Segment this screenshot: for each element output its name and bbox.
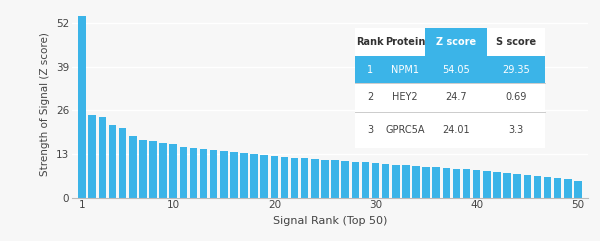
Bar	[331, 160, 339, 198]
Bar	[473, 170, 481, 198]
Bar	[139, 140, 146, 198]
Bar	[493, 173, 501, 198]
Bar	[260, 155, 268, 198]
Bar	[291, 158, 298, 198]
Bar	[271, 156, 278, 198]
Bar	[149, 141, 157, 198]
Bar	[98, 117, 106, 198]
Text: Protein: Protein	[385, 37, 425, 47]
Bar	[240, 153, 248, 198]
Bar	[544, 177, 551, 198]
Text: 0.69: 0.69	[505, 93, 527, 102]
Bar	[341, 161, 349, 198]
Bar	[463, 169, 470, 198]
Bar	[452, 169, 460, 198]
Bar	[220, 151, 227, 198]
Bar	[483, 171, 491, 198]
Bar	[250, 154, 258, 198]
Text: 1: 1	[367, 65, 373, 74]
Bar	[200, 149, 208, 198]
Bar	[443, 168, 450, 198]
Bar	[281, 157, 288, 198]
Text: 29.35: 29.35	[502, 65, 530, 74]
Bar	[169, 144, 177, 198]
Bar	[533, 176, 541, 198]
Bar	[564, 180, 572, 198]
Bar	[210, 150, 217, 198]
Text: NPM1: NPM1	[391, 65, 419, 74]
Text: GPRC5A: GPRC5A	[385, 125, 425, 135]
Bar	[190, 148, 197, 198]
Bar	[352, 162, 359, 198]
Bar	[392, 165, 400, 198]
Bar	[523, 175, 531, 198]
Bar	[119, 128, 127, 198]
Bar	[412, 166, 420, 198]
Bar	[402, 165, 410, 198]
Text: 24.7: 24.7	[445, 93, 467, 102]
Bar	[382, 164, 389, 198]
Text: 54.05: 54.05	[442, 65, 470, 74]
Text: S score: S score	[496, 37, 536, 47]
Bar	[129, 135, 137, 198]
Bar	[88, 115, 96, 198]
Bar	[362, 162, 369, 198]
Bar	[503, 174, 511, 198]
Bar	[311, 159, 319, 198]
X-axis label: Signal Rank (Top 50): Signal Rank (Top 50)	[273, 216, 387, 226]
Bar	[159, 143, 167, 198]
Bar	[514, 174, 521, 198]
Bar	[372, 163, 379, 198]
Bar	[554, 179, 562, 198]
Text: 24.01: 24.01	[442, 125, 470, 135]
Bar	[422, 167, 430, 198]
Text: 3.3: 3.3	[508, 125, 524, 135]
Bar	[109, 126, 116, 198]
Text: HEY2: HEY2	[392, 93, 418, 102]
Bar	[179, 147, 187, 198]
Y-axis label: Strength of Signal (Z score): Strength of Signal (Z score)	[40, 32, 50, 175]
Text: Rank: Rank	[356, 37, 384, 47]
Text: Z score: Z score	[436, 37, 476, 47]
Bar	[321, 160, 329, 198]
Bar	[574, 181, 581, 198]
Text: 2: 2	[367, 93, 373, 102]
Bar	[79, 16, 86, 198]
Text: 3: 3	[367, 125, 373, 135]
Bar	[301, 158, 308, 198]
Bar	[230, 152, 238, 198]
Bar	[433, 167, 440, 198]
